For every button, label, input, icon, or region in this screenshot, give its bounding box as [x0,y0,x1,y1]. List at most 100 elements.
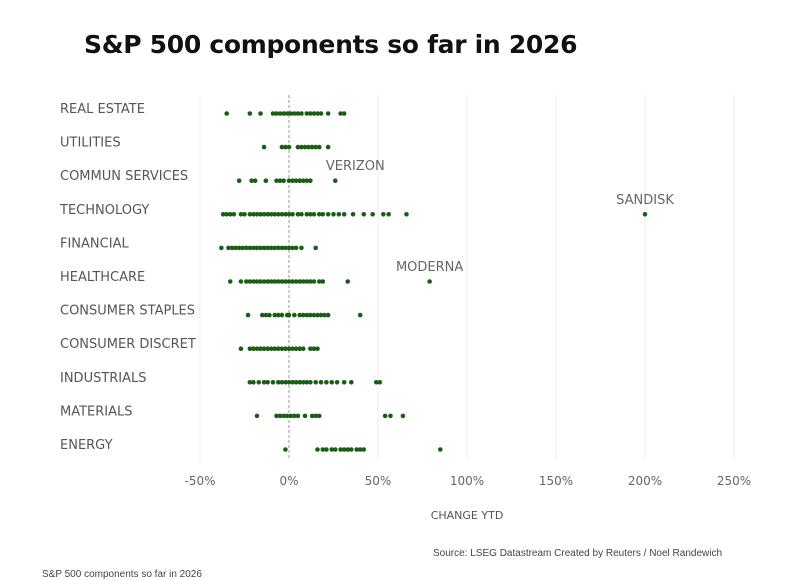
data-point [276,245,281,251]
data-point [227,279,233,284]
x-tick-label: 50% [365,474,392,488]
data-point [238,346,244,352]
data-points [219,111,648,452]
data-point [357,312,363,318]
data-point [265,212,270,217]
data-point [345,279,351,284]
data-point [300,178,306,183]
data-point [302,144,308,150]
data-point [325,312,331,318]
data-point [349,380,354,385]
category-label: ENERGY [60,438,113,453]
data-point [338,111,343,116]
data-point [286,346,292,352]
data-point [331,212,336,217]
data-point [297,312,302,318]
category-label: CONSUMER STAPLES [60,304,195,319]
data-point [279,212,285,217]
data-point [281,111,286,116]
data-point [311,111,317,116]
data-point [283,245,288,251]
x-tick-label: -50% [184,474,215,488]
data-point [290,346,295,352]
data-point [341,111,347,116]
data-point [308,111,313,116]
data-point [276,346,281,352]
data-point [329,380,335,385]
x-tick-label: 0% [279,474,298,488]
data-point [293,245,299,251]
data-point [300,346,306,352]
data-point [254,413,260,419]
data-point [265,380,270,385]
data-point [258,212,263,217]
category-label: REAL ESTATE [60,102,145,117]
data-point [272,279,278,284]
data-point [318,111,324,116]
data-point [236,245,242,251]
data-point [268,212,274,217]
data-point [283,380,288,385]
data-point [242,212,247,217]
data-point [272,212,278,217]
data-point [272,346,278,352]
data-point [341,212,347,217]
data-point [334,380,340,385]
data-point [322,312,327,318]
data-point [306,144,311,150]
data-point [281,413,286,419]
data-point [220,212,226,217]
data-point [316,212,322,217]
data-point [261,212,267,217]
data-point [311,212,317,217]
data-point [288,111,294,116]
category-label: CONSUMER DISCRET [60,337,196,352]
data-point [254,279,260,284]
data-point [361,447,367,452]
category-label: FINANCIAL [60,236,129,251]
data-point [295,144,301,150]
data-point [245,312,251,318]
data-point [283,212,288,217]
data-point [404,212,409,217]
data-point [261,279,267,284]
data-point [263,312,269,318]
data-point [313,380,319,385]
data-point [268,346,274,352]
data-point [286,144,292,150]
data-point [258,245,263,251]
data-point [388,413,393,419]
data-point [325,212,331,217]
annotations: VERIZON SANDISK MODERNA [326,159,674,275]
data-point [295,111,301,116]
data-point [268,279,274,284]
data-point [231,212,237,217]
data-point [318,380,324,385]
data-point [238,212,244,217]
data-point [377,380,383,385]
data-point [276,212,281,217]
data-point [286,279,292,284]
data-point [272,245,278,251]
data-point [293,279,299,284]
data-point [382,413,388,419]
data-point [265,346,270,352]
data-point [295,413,301,419]
data-point [219,245,224,251]
chart-title: S&P 500 components so far in 2026 [84,30,578,59]
data-point [286,312,292,318]
data-point [304,279,310,284]
data-point [381,212,386,217]
data-point [324,380,329,385]
data-point [261,380,267,385]
data-point [254,346,260,352]
data-point [224,111,229,116]
data-point [341,447,347,452]
data-point [254,212,260,217]
x-axis-label: CHANGE YTD [431,509,504,522]
data-point [304,178,310,183]
category-label: HEALTHCARE [60,270,145,285]
data-point [642,212,648,217]
data-point [279,245,285,251]
data-point [260,312,265,318]
